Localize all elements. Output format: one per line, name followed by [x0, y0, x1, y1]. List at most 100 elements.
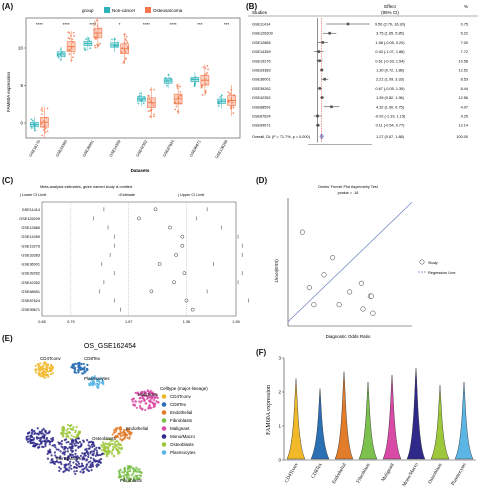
umap-cell-point: [71, 428, 75, 431]
umap-cell-point: [128, 432, 131, 436]
funnel-study-point: [370, 310, 376, 316]
umap-cell-point: [118, 475, 121, 478]
umap-cell-point: [51, 436, 55, 440]
umap-cell-point: [83, 366, 86, 369]
umap-cell-point: [155, 394, 159, 397]
umap-cell-point: [123, 469, 127, 473]
x-tick-label-a: GSE99671: [189, 140, 202, 158]
umap-cell-point: [99, 457, 103, 461]
violin-x-tick-label: CD8Tex: [311, 462, 324, 480]
umap-cell-point: [78, 431, 81, 435]
umap-cell-point: [152, 398, 155, 402]
forest-ci-text: 0.67 (-0.05, 1.39): [375, 87, 405, 91]
umap-cell-point: [97, 380, 101, 383]
umap-cell-point: [67, 431, 70, 434]
legend-study-label: Study: [428, 261, 438, 265]
y-tick-label-a: 5: [20, 83, 23, 88]
influence-study-label: GSE11414: [22, 208, 40, 212]
umap-cell-point: [91, 441, 94, 444]
umap-cell-point: [75, 457, 79, 461]
umap-cell-point: [142, 397, 145, 400]
umap-cell-point: [77, 445, 80, 448]
forest-point: [330, 105, 333, 109]
influence-study-label: GSE99671: [21, 308, 40, 312]
umap-cell-point: [89, 377, 93, 380]
umap-cell-point: [79, 470, 82, 473]
funnel-study-point: [299, 229, 305, 235]
umap-cell-point: [84, 454, 87, 457]
data-point-a: [175, 105, 178, 108]
umap-cell-point: [69, 424, 72, 428]
umap-cell-point: [92, 459, 96, 462]
umap-cell-point: [69, 449, 73, 452]
umap-cell-point: [63, 466, 66, 469]
umap-cell-point: [140, 399, 143, 403]
umap-cell-point: [87, 382, 91, 385]
umap-cell-point: [87, 461, 90, 464]
umap-cell-point: [39, 362, 42, 365]
forest-weight: 12.56: [458, 96, 468, 100]
umap-cell-point: [63, 432, 66, 435]
umap-legend-label: Fibroblasts: [170, 418, 193, 423]
funnel-title: Deeks' Funnel Plot Asymmetry Test: [318, 185, 378, 189]
umap-cell-point: [71, 453, 74, 457]
influence-x-tick: 0.79: [67, 320, 74, 324]
umap-cell-point: [77, 437, 80, 440]
umap-cell-point: [135, 477, 139, 480]
umap-cell-point: [80, 363, 83, 366]
umap-cell-point: [91, 445, 94, 449]
forest-weight: 4.07: [461, 105, 468, 109]
umap-cell-point: [36, 436, 40, 439]
umap-cell-point: [89, 466, 93, 469]
umap-cell-point: [144, 408, 147, 412]
significance-label: ****: [170, 22, 177, 27]
umap-cell-point: [154, 396, 157, 399]
umap-cell-point: [134, 400, 138, 403]
legend-label-non-cancer: Non-cancer: [112, 8, 136, 13]
umap-legend-dot: [161, 426, 167, 431]
funnel-study-point: [321, 272, 327, 278]
umap-cell-point: [93, 448, 96, 451]
data-point-a: [71, 56, 74, 59]
data-point-a: [139, 99, 142, 102]
forest-study-label: GSE68591: [252, 105, 271, 109]
umap-cell-point: [82, 468, 85, 471]
umap-cell-point: [50, 363, 53, 366]
umap-cell-point: [95, 379, 99, 383]
umap-cell-point: [153, 393, 156, 396]
umap-cell-point: [118, 471, 121, 474]
umap-cell-point: [132, 479, 135, 482]
umap-cell-point: [41, 432, 44, 435]
umap-cell-point: [147, 407, 150, 410]
forest-study-label: GSE19276: [252, 59, 271, 63]
umap-cell-point: [137, 477, 140, 481]
data-point-a: [206, 72, 209, 74]
umap-cell-point: [49, 373, 52, 376]
influence-estimate: [180, 243, 185, 248]
x-axis-label-a: Datasets: [131, 168, 150, 173]
umap-cell-point: [89, 456, 93, 459]
umap-cell-point: [65, 441, 68, 444]
umap-cell-point: [63, 448, 66, 451]
data-point-a: [230, 105, 232, 108]
significance-label: ***: [224, 22, 230, 27]
data-point-a: [31, 119, 34, 122]
data-point-a: [126, 41, 129, 44]
umap-cell-point: [66, 450, 69, 453]
umap-cell-point: [63, 456, 67, 460]
umap-cell-point: [86, 469, 89, 472]
umap-cell-point: [96, 386, 100, 389]
umap-cell-point: [123, 476, 126, 480]
data-point-a: [205, 73, 208, 76]
umap-cell-point: [111, 448, 114, 451]
umap-cell-point: [128, 479, 131, 482]
forest-ci-text: 9.50 (2.70, 16.30): [375, 23, 406, 27]
legend-key-non-cancer: [104, 7, 110, 13]
umap-cell-point: [118, 446, 121, 449]
umap-cell-point: [48, 448, 52, 451]
umap-cell-point: [127, 428, 130, 431]
umap-cell-point: [84, 370, 87, 373]
forest-study-label: GSE126209: [252, 32, 273, 36]
data-point-a: [177, 101, 180, 104]
data-point-a: [142, 102, 145, 105]
